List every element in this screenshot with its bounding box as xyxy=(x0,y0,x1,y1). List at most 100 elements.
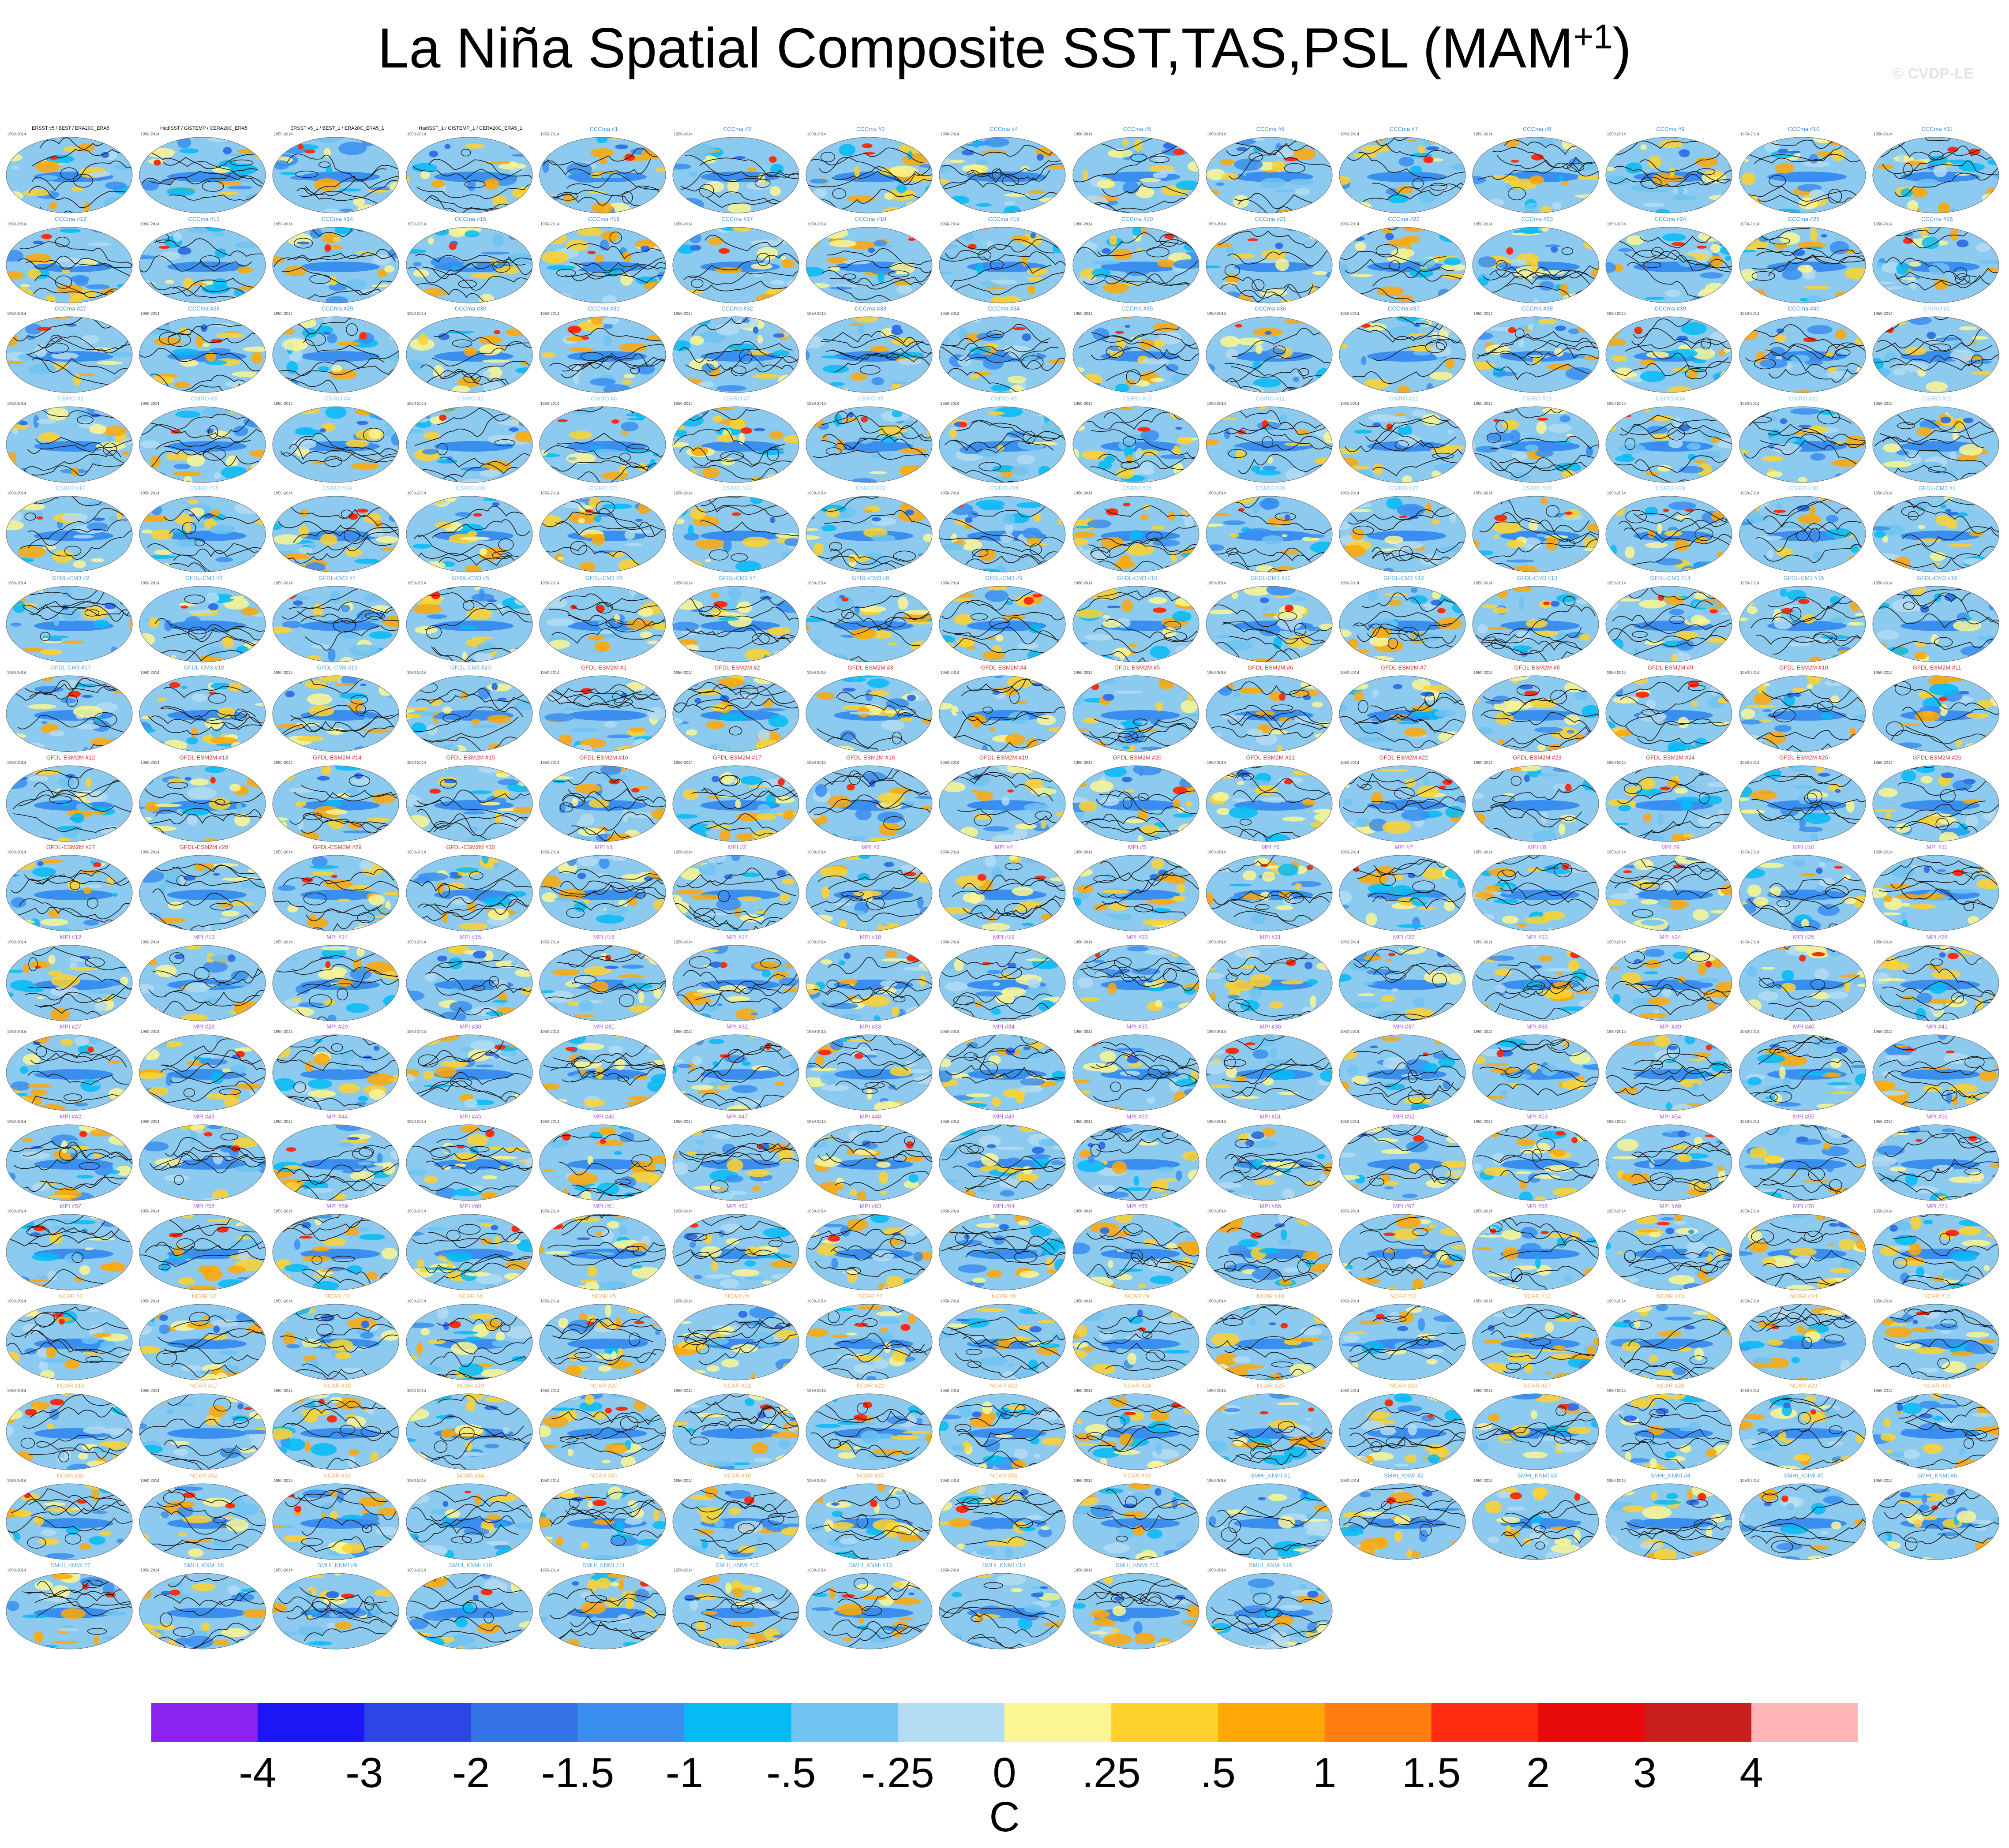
global-map xyxy=(939,137,1066,213)
panel-title: CSIRO #22 xyxy=(722,485,752,491)
panel-title: NCAR #38 xyxy=(990,1472,1018,1479)
map-panel: NCAR #36 1950-2014 xyxy=(672,1472,802,1560)
panel-title: MPI #19 xyxy=(993,933,1015,940)
watermark: © CVDP-LE xyxy=(1893,65,1974,82)
year-range: 1950-2014 xyxy=(1473,1298,1493,1303)
global-map xyxy=(1339,1124,1466,1201)
year-range: 1950-2014 xyxy=(1740,311,1759,316)
global-map xyxy=(1072,1483,1199,1560)
global-map xyxy=(1872,406,1999,483)
panel-title: MPI #10 xyxy=(1793,844,1814,850)
panel-title: MPI #26 xyxy=(1926,933,1948,940)
panel-title: CCCma #31 xyxy=(588,305,620,312)
map-panel: GFDL-CM3 #15 1950-2014 xyxy=(1739,575,1869,663)
global-map xyxy=(1739,1483,1866,1560)
year-range: 1950-2014 xyxy=(1740,1388,1759,1393)
map-panel: HadISST / GISTEMP / CERA20C_ERA5 1950-201… xyxy=(139,126,269,214)
year-range: 1950-2014 xyxy=(1740,1119,1759,1124)
global-map xyxy=(272,675,399,752)
panel-title: CCCma #11 xyxy=(1921,126,1953,132)
map-panel: GFDL-ESM2M #6 1950-2014 xyxy=(1205,664,1336,752)
panel-title: MPI #24 xyxy=(1660,933,1681,940)
map-panel: NCAR #35 1950-2014 xyxy=(539,1472,669,1560)
year-range: 1950-2014 xyxy=(1740,491,1759,495)
global-map xyxy=(272,227,399,303)
map-panel: NCAR #39 1950-2014 xyxy=(1072,1472,1203,1560)
global-map xyxy=(1339,227,1466,303)
map-panel: CSIRO #21 1950-2014 xyxy=(539,485,669,573)
panel-title: CCCma #12 xyxy=(55,215,86,222)
year-range: 1950-2014 xyxy=(807,939,826,944)
map-panel: NCAR #18 1950-2014 xyxy=(272,1382,402,1470)
global-map xyxy=(406,945,533,1021)
map-panel: SMHI_KNMI #6 1950-2014 xyxy=(1872,1472,2002,1560)
year-range: 1950-2014 xyxy=(1873,401,1893,406)
year-range: 1950-2014 xyxy=(1607,760,1626,765)
panel-title: CCCma #17 xyxy=(721,215,753,222)
year-range: 1950-2014 xyxy=(940,1298,960,1303)
global-map xyxy=(1605,1393,1732,1470)
year-range: 1950-2014 xyxy=(807,401,826,406)
map-panel: GFDL-ESM2M #13 1950-2014 xyxy=(139,754,269,842)
map-panel: SMHI_KNMI #7 1950-2014 xyxy=(5,1562,136,1650)
year-range: 1950-2014 xyxy=(140,132,160,136)
year-range: 1950-2014 xyxy=(407,401,426,406)
global-map xyxy=(6,1124,133,1201)
global-map xyxy=(1339,945,1466,1021)
global-map xyxy=(672,1214,799,1291)
map-panel: MPI #69 1950-2014 xyxy=(1605,1203,1735,1291)
year-range: 1950-2014 xyxy=(807,1388,826,1393)
map-panel: NCAR #22 1950-2014 xyxy=(805,1382,936,1470)
global-map xyxy=(272,1304,399,1380)
global-map xyxy=(672,496,799,572)
map-panel: MPI #40 1950-2014 xyxy=(1739,1023,1869,1111)
colorbar-segment xyxy=(1538,1702,1645,1742)
map-panel: CCCma #30 1950-2014 xyxy=(405,305,536,393)
panel-title: SMHI_KNMI #4 xyxy=(1650,1472,1690,1479)
map-panel: CSIRO #2 1950-2014 xyxy=(5,395,136,483)
panel-title: MPI #71 xyxy=(1926,1203,1948,1209)
global-map xyxy=(1206,1034,1333,1111)
panel-title: CSIRO #12 xyxy=(1389,395,1419,402)
global-map xyxy=(406,1214,533,1291)
colorbar-segment xyxy=(1324,1702,1432,1742)
panel-title: MPI #15 xyxy=(460,933,481,940)
global-map xyxy=(6,945,133,1021)
year-range: 1950-2014 xyxy=(540,1568,559,1572)
global-map xyxy=(939,765,1066,842)
year-range: 1950-2014 xyxy=(1073,1119,1093,1124)
year-range: 1950-2014 xyxy=(1873,1209,1893,1213)
map-panel: NCAR #31 1950-2014 xyxy=(5,1472,136,1560)
global-map xyxy=(1472,1483,1599,1560)
map-panel: GFDL-CM3 #10 1950-2014 xyxy=(1072,575,1203,663)
panel-title: GFDL-CM3 #19 xyxy=(317,664,358,671)
panel-title: CCCma #6 xyxy=(1256,126,1285,132)
global-map xyxy=(1605,675,1732,752)
year-range: 1950-2014 xyxy=(407,760,426,765)
map-panel: NCAR #26 1950-2014 xyxy=(1338,1382,1469,1470)
map-panel: GFDL-CM3 #19 1950-2014 xyxy=(272,664,402,752)
global-map xyxy=(1605,1214,1732,1291)
map-panel: GFDL-ESM2M #12 1950-2014 xyxy=(5,754,136,842)
panel-title: NCAR #9 xyxy=(1125,1292,1150,1299)
panel-title: MPI #59 xyxy=(326,1203,348,1209)
global-map xyxy=(672,586,799,662)
panel-title: GFDL-CM3 #15 xyxy=(1783,574,1824,581)
global-map xyxy=(672,137,799,213)
map-panel: CCCma #12 1950-2014 xyxy=(5,216,136,304)
year-range: 1950-2014 xyxy=(1873,1119,1893,1124)
map-panel: MPI #41 1950-2014 xyxy=(1872,1023,2002,1111)
year-range: 1950-2014 xyxy=(674,491,693,495)
panel-title: CCCma #4 xyxy=(990,126,1018,132)
global-map xyxy=(139,1304,266,1380)
map-panel: GFDL-CM3 #16 1950-2014 xyxy=(1872,575,2002,663)
global-map xyxy=(1605,496,1732,572)
year-range: 1950-2014 xyxy=(807,311,826,316)
panel-title: SMHI_KNMI #2 xyxy=(1383,1472,1424,1479)
map-panel: NCAR #29 1950-2014 xyxy=(1739,1382,1869,1470)
map-panel: CCCma #7 1950-2014 xyxy=(1338,126,1469,214)
year-range: 1950-2014 xyxy=(940,221,960,226)
panel-title: CCCma #35 xyxy=(1121,305,1153,312)
global-map xyxy=(1206,945,1333,1021)
global-map xyxy=(672,945,799,1021)
